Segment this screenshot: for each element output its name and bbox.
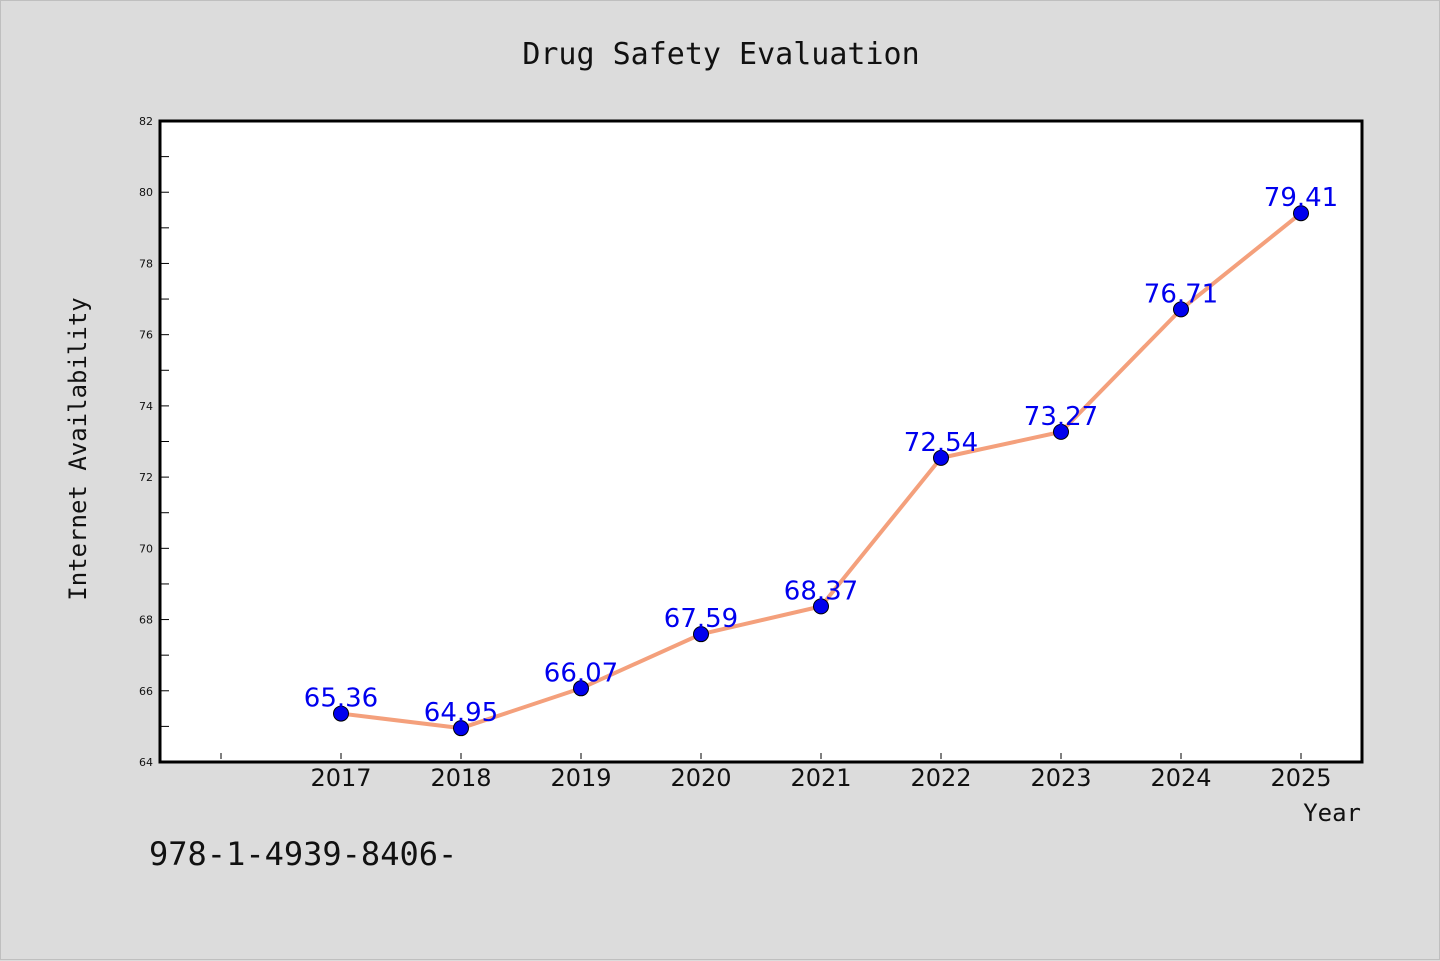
x-tick-label: 2024	[1150, 764, 1211, 792]
plot-area	[158, 119, 1364, 764]
series-markers	[333, 205, 1309, 737]
x-axis-label: Year	[1303, 799, 1361, 827]
data-label: 64.95	[424, 698, 498, 728]
y-tick-label: 82	[139, 115, 153, 128]
data-point-marker	[453, 720, 469, 737]
y-tick-label: 78	[139, 257, 153, 270]
y-tick-label: 66	[139, 685, 153, 698]
data-point-marker	[933, 449, 949, 466]
data-point-marker	[1173, 301, 1189, 318]
data-point-marker	[693, 626, 709, 643]
x-tick-label: 2018	[430, 764, 491, 792]
x-axis: 2017 2018 2019 2020 2021 2022 2023 2024 2025	[220, 753, 1332, 792]
data-label: 73.27	[1024, 402, 1098, 432]
data-point-marker	[1293, 205, 1309, 222]
footnote-text: 978-1-4939-8406-	[149, 835, 457, 873]
y-tick-label: 74	[139, 400, 153, 413]
data-labels: 65.36 64.95 66.07 67.59 68.37 72.54 73.27 76.71…	[304, 183, 1338, 728]
x-tick-label: 2019	[550, 764, 611, 792]
data-label: 67.59	[664, 604, 738, 634]
data-label: 79.41	[1264, 183, 1338, 213]
y-tick-label: 76	[139, 329, 153, 342]
data-label: 76.71	[1144, 279, 1218, 309]
data-point-marker	[813, 598, 829, 615]
data-label: 72.54	[904, 428, 978, 458]
data-label: 68.37	[784, 576, 858, 606]
x-tick-label: 2023	[1030, 764, 1091, 792]
chart-title: Drug Safety Evaluation	[522, 37, 919, 72]
x-tick-label: 2022	[910, 764, 971, 792]
x-tick-label: 2025	[1270, 764, 1331, 792]
y-tick-label: 68	[139, 614, 153, 627]
x-tick-label: 2021	[790, 764, 851, 792]
y-tick-label: 64	[139, 756, 153, 769]
y-tick-label: 72	[139, 471, 153, 484]
y-axis: 64 66 68 70 72 74 76 78 80 82	[139, 115, 169, 769]
y-axis-label: Internet Availability	[64, 297, 92, 600]
x-tick-label: 2017	[310, 764, 371, 792]
data-point-marker	[573, 680, 589, 697]
data-label: 65.36	[304, 684, 378, 714]
y-tick-label: 70	[139, 542, 153, 555]
data-point-marker	[1053, 423, 1069, 440]
data-point-marker	[333, 705, 349, 722]
y-tick-label: 80	[139, 186, 153, 199]
data-label: 66.07	[544, 658, 618, 688]
x-tick-label: 2020	[670, 764, 731, 792]
